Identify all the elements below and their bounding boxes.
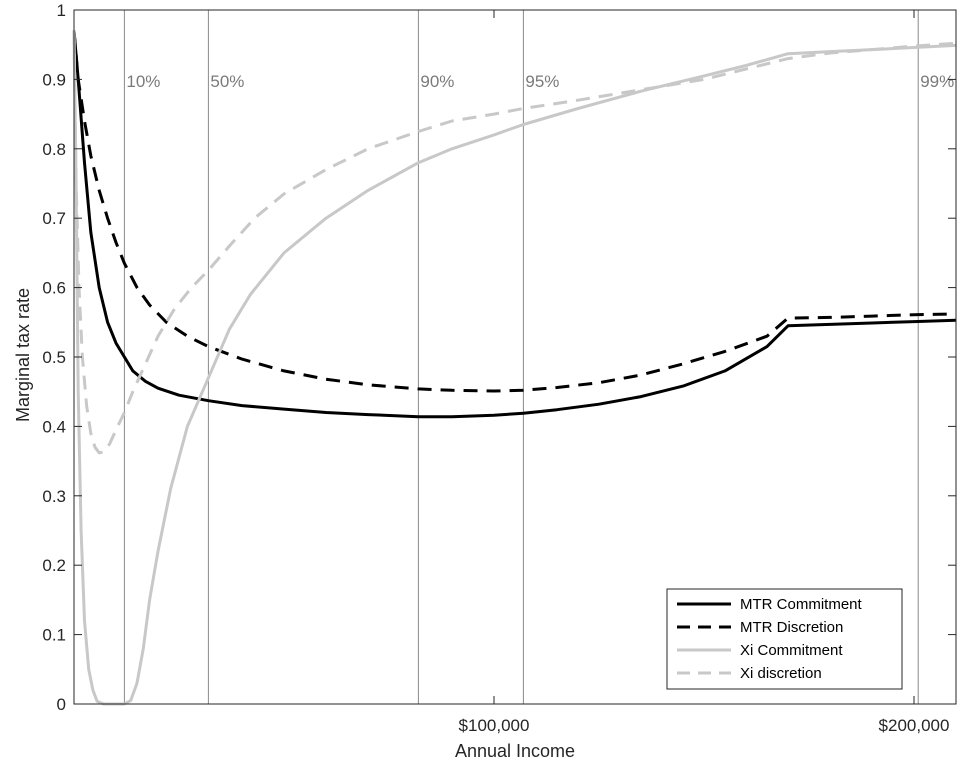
plot-area: 10% 50% 90% 95% 99% 0 0.1 0.2 0.3 0.4 0.5 0.6 0.7 0.8… [42, 1, 957, 735]
percentile-label: 10% [126, 72, 160, 91]
percentile-label: 99% [920, 72, 954, 91]
y-tick-label: 0.5 [42, 348, 66, 367]
series-line-2 [72, 30, 957, 393]
y-tick-label: 0.4 [42, 417, 66, 436]
y-axis-title: Marginal tax rate [13, 288, 33, 422]
x-tick-label: $100,000 [459, 716, 530, 735]
percentile-label: 50% [210, 72, 244, 91]
legend-label: Xi discretion [740, 665, 822, 682]
x-axis-title: Annual Income [455, 741, 575, 761]
legend-label: Xi Commitment [740, 642, 843, 659]
series-line-4 [72, 30, 957, 455]
y-tick-label: 0.9 [42, 70, 66, 89]
y-tick-label: 0.8 [42, 140, 66, 159]
legend-label: MTR Commitment [740, 596, 863, 613]
y-tick-label: 0.6 [42, 279, 66, 298]
series-line-1 [72, 30, 957, 419]
y-tick-label: 1 [57, 1, 66, 20]
y-tick-label: 0.1 [42, 626, 66, 645]
series-line-3 [72, 30, 957, 706]
x-tick-label: $200,000 [879, 716, 950, 735]
y-tick-label: 0.2 [42, 556, 66, 575]
legend: MTR Commitment MTR Discretion Xi Commitmen… [666, 588, 903, 690]
percentile-label: 90% [420, 72, 454, 91]
y-tick-label: 0.3 [42, 487, 66, 506]
y-tick-label: 0.7 [42, 209, 66, 228]
y-tick-label: 0 [57, 695, 66, 714]
legend-label: MTR Discretion [740, 619, 843, 636]
percentile-label: 95% [525, 72, 559, 91]
